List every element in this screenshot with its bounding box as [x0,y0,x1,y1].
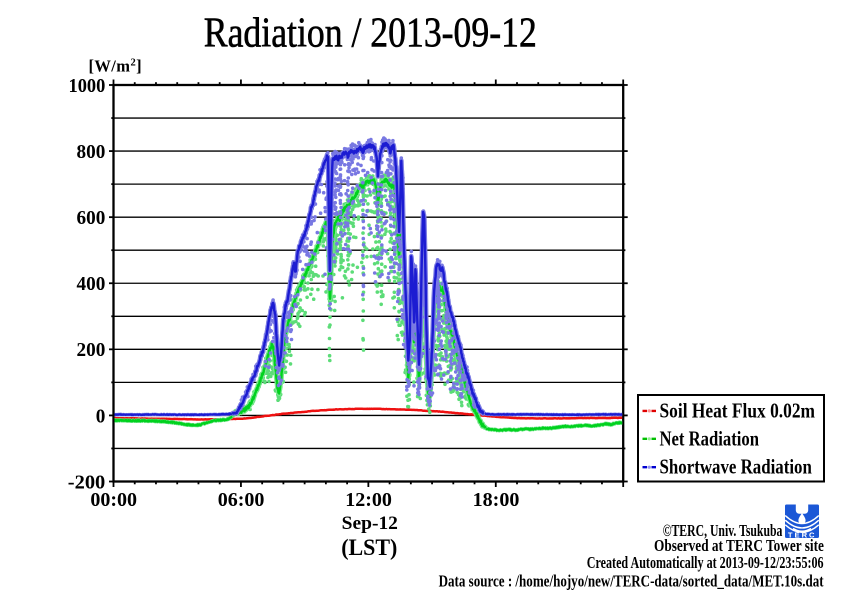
svg-text:Net Radiation: Net Radiation [660,427,760,451]
svg-text:Observed at TERC Tower site: Observed at TERC Tower site [654,536,824,555]
svg-text:Sep-12: Sep-12 [342,513,398,534]
svg-text:12:00: 12:00 [345,489,392,511]
svg-text:18:00: 18:00 [473,489,520,511]
svg-text:-200: -200 [68,471,106,493]
svg-text:0: 0 [96,405,106,427]
svg-text:1000: 1000 [69,75,106,97]
svg-text:Soil Heat Flux 0.02m: Soil Heat Flux 0.02m [660,398,816,422]
svg-text:200: 200 [77,339,106,361]
svg-text:06:00: 06:00 [218,489,265,511]
svg-text:800: 800 [77,141,106,163]
svg-text:TERC: TERC [788,530,817,539]
svg-text:Shortwave Radiation: Shortwave Radiation [660,455,813,479]
svg-text:Radiation / 2013-09-12: Radiation / 2013-09-12 [204,11,537,57]
svg-text:©TERC, Univ. Tsukuba: ©TERC, Univ. Tsukuba [663,521,783,540]
svg-text:00:00: 00:00 [90,489,137,511]
svg-text:400: 400 [77,273,106,295]
svg-text:Created Automatically at 2013-: Created Automatically at 2013-09-12/23:5… [587,553,824,572]
svg-text:600: 600 [77,207,106,229]
svg-text:[W/m2]: [W/m2] [89,57,143,76]
svg-text:(LST): (LST) [341,535,397,560]
svg-text:Data source : /home/hojyo/new/: Data source : /home/hojyo/new/TERC-data/… [439,571,824,590]
